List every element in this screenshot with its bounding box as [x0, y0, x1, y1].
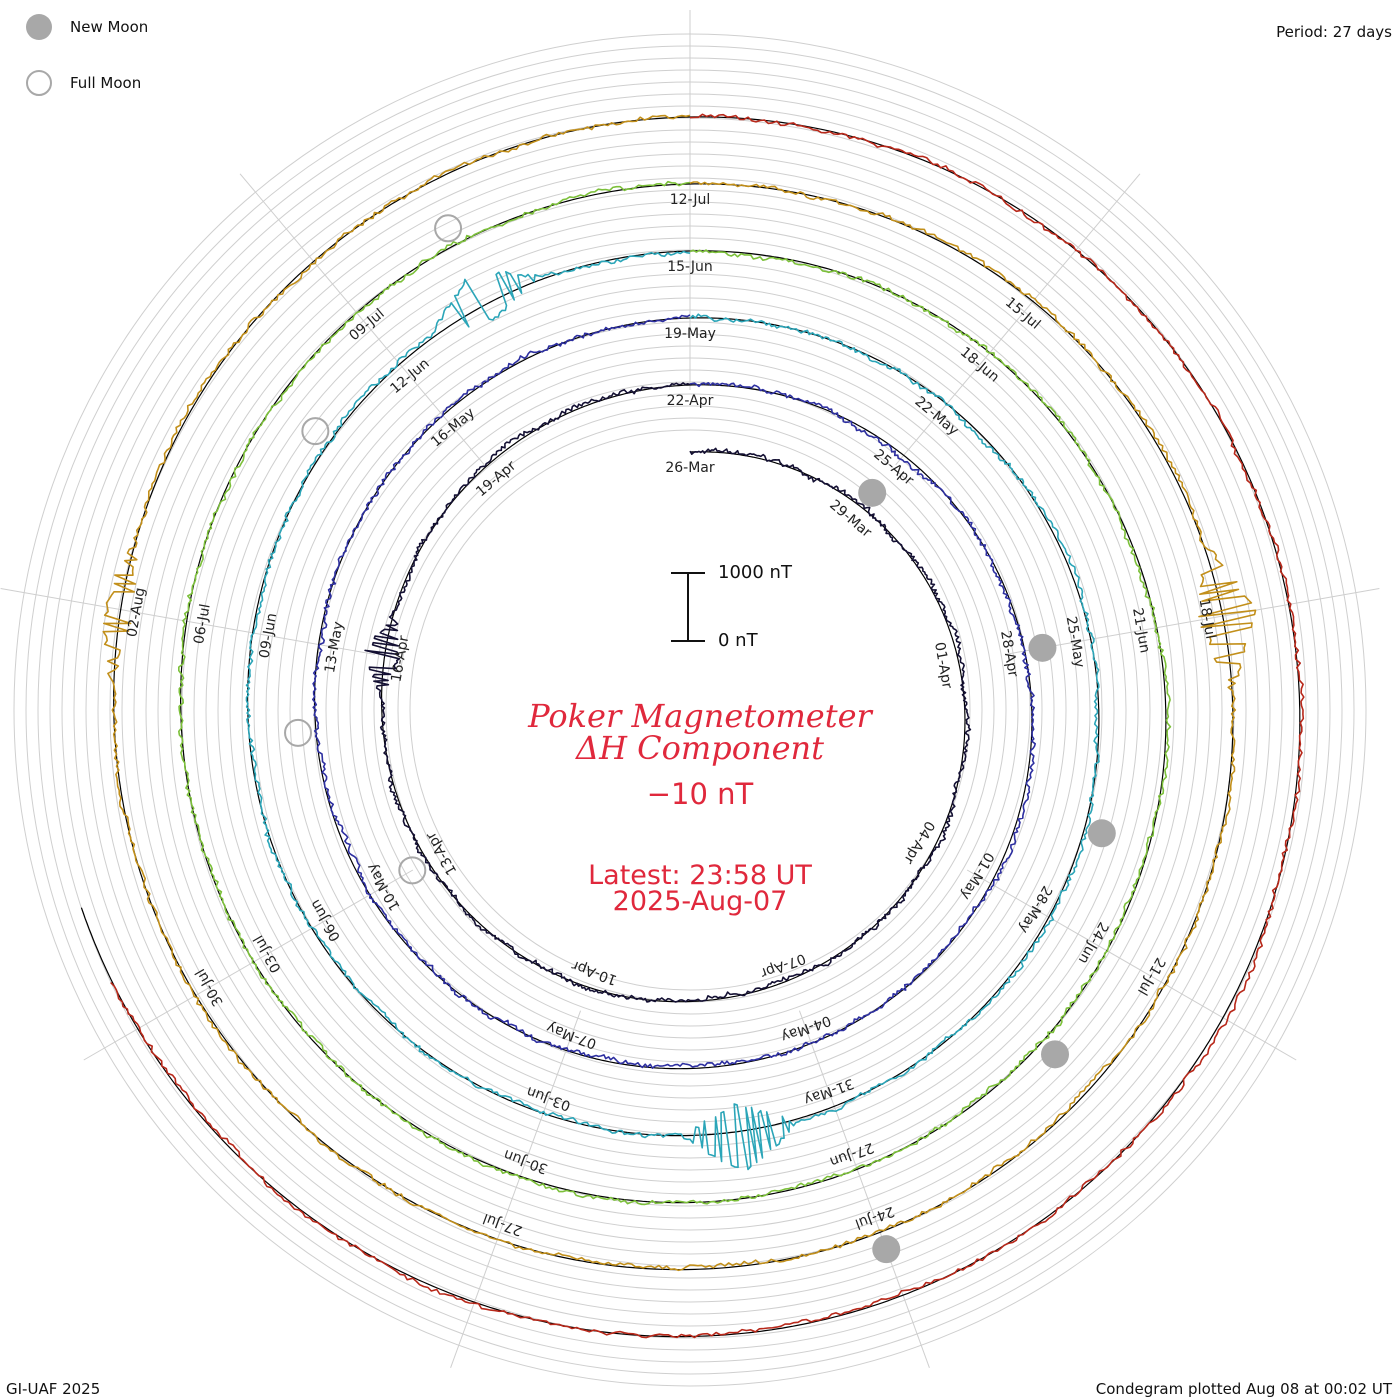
grid-spoke	[450, 1010, 582, 1368]
full-moon-marker	[434, 214, 463, 243]
date-label: 01-May	[957, 849, 997, 902]
footer-plot-time: Condegram plotted Aug 08 at 00:02 UT	[1095, 1380, 1392, 1398]
grid-spoke	[83, 869, 414, 1061]
date-label: 02-Aug	[124, 586, 148, 638]
new-moon-marker	[858, 478, 887, 507]
period-label: Period: 27 days	[1276, 23, 1392, 41]
date-label: 26-Mar	[665, 460, 715, 476]
date-label: 24-Jun	[1075, 919, 1112, 966]
scale-bottom-label: 0 nT	[718, 630, 758, 651]
new-moon-marker	[1087, 819, 1116, 848]
rotation-baselines	[80, 116, 1301, 1338]
chart-title: Poker Magnetometer	[528, 697, 872, 735]
date-label: 21-Jun	[1129, 607, 1153, 655]
date-label: 22-May	[912, 394, 962, 440]
new-moon-marker	[1028, 633, 1057, 662]
legend-new-moon-label: New Moon	[70, 18, 149, 36]
legend-full-moon-label: Full Moon	[70, 74, 142, 92]
date-label: 16-May	[428, 405, 478, 451]
trace-rotation-19-May	[245, 250, 1100, 1171]
date-label: 06-Jul	[191, 603, 214, 646]
date-label: 06-Jun	[307, 897, 344, 944]
full-moon-marker	[398, 856, 427, 885]
date-label: 09-Jun	[257, 612, 281, 660]
grid-spoke	[1005, 587, 1380, 655]
grid-spoke	[798, 1010, 930, 1368]
grid-spokes	[0, 10, 1380, 1368]
new-moon-icon	[26, 14, 52, 40]
full-moon-marker	[301, 417, 330, 446]
date-label: 31-May	[802, 1075, 856, 1108]
new-moon-marker	[1041, 1040, 1070, 1069]
date-label: 07-Apr	[758, 950, 808, 981]
chart-subtitle: ΔH Component	[575, 729, 825, 767]
date-label: 10-May	[364, 860, 404, 913]
scale-top-label: 1000 nT	[718, 562, 792, 583]
date-label: 09-Jul	[346, 306, 387, 344]
grid-spoke	[966, 869, 1297, 1061]
data-traces	[102, 113, 1305, 1339]
trace-rotation-05-Aug	[110, 113, 1305, 1339]
grid-ring	[385, 405, 995, 1015]
date-label: 04-Apr	[900, 818, 937, 867]
date-label: 27-Jul	[481, 1210, 525, 1239]
date-label: 16-Apr	[388, 634, 412, 683]
baseline-value: −10 nT	[646, 777, 754, 811]
trace-rotation-12-Jul	[102, 114, 1257, 1272]
latest-date: 2025-Aug-07	[612, 886, 788, 917]
date-label: 19-May	[664, 326, 716, 342]
baseline-spiral	[80, 116, 1301, 1338]
footer-credit: GI-UAF 2025	[6, 1380, 101, 1398]
date-label: 28-May	[1015, 883, 1055, 936]
full-moon-icon	[26, 70, 52, 96]
date-label: 21-Jul	[1134, 955, 1168, 998]
date-label: 01-Apr	[931, 641, 955, 690]
date-label: 22-Apr	[667, 393, 714, 409]
date-label: 18-Jul	[1196, 598, 1219, 641]
moon-markers	[284, 214, 1116, 1264]
date-label: 13-May	[322, 620, 347, 674]
grid-spoke	[0, 587, 375, 655]
date-label: 15-Jun	[667, 259, 713, 275]
date-label: 12-Jun	[387, 356, 432, 398]
trace-rotation-15-Jun	[178, 180, 1172, 1206]
latest-time: Latest: 23:58 UT	[588, 860, 812, 891]
grid-ring	[373, 393, 1007, 1027]
trace-rotation-22-Apr	[312, 314, 1036, 1069]
scale-bar	[671, 572, 705, 642]
full-moon-marker	[284, 718, 313, 747]
grid-spoke	[895, 173, 1141, 466]
grid-spoke	[239, 173, 485, 466]
grid-ring	[409, 429, 971, 991]
date-label: 25-May	[1063, 615, 1088, 669]
date-label: 24-Jul	[853, 1203, 897, 1232]
trace-rotation-26-Mar	[364, 382, 972, 1003]
new-moon-marker	[872, 1235, 901, 1264]
date-label: 12-Jul	[670, 192, 711, 208]
